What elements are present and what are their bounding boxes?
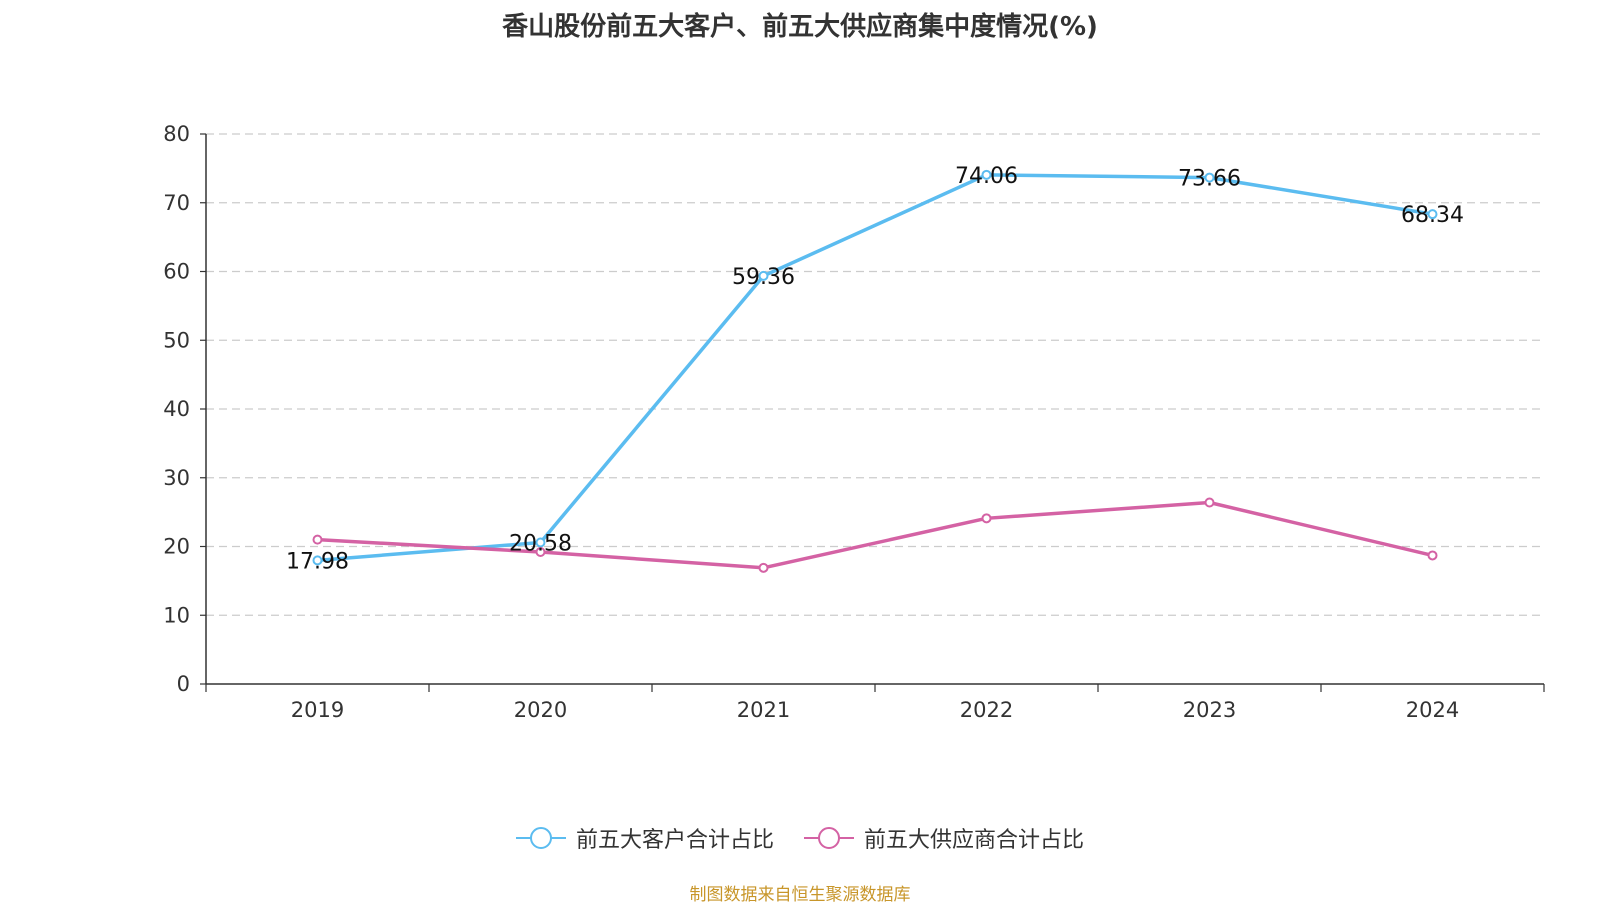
point-1-2019 xyxy=(312,534,323,545)
chart-title: 香山股份前五大客户、前五大供应商集中度情况(%) xyxy=(502,12,1098,42)
y-tick-label-40: 40 xyxy=(163,397,190,421)
axis-layer: 0 10 20 30 40 50 60 70 80 2019 2020 2021 2022 2023 202… xyxy=(163,122,1545,722)
point-0-2024 xyxy=(1427,209,1438,220)
x-tick-label-2019: 2019 xyxy=(291,698,344,722)
x-tick-label-2020: 2020 xyxy=(514,698,567,722)
point-0-2019 xyxy=(312,555,323,566)
data-label-0-2021: 59.36 xyxy=(732,265,795,290)
series-layer xyxy=(312,169,1438,573)
point-1-2021 xyxy=(758,562,769,573)
point-0-2022 xyxy=(981,169,992,180)
x-tick-label-2023: 2023 xyxy=(1183,698,1236,722)
series-line-1 xyxy=(317,500,1433,570)
x-tick-label-2024: 2024 xyxy=(1406,698,1459,722)
legend-marker-suppliers-icon xyxy=(804,827,854,849)
point-0-2020 xyxy=(535,537,546,548)
y-tick-label-60: 60 xyxy=(163,260,190,284)
legend-item-customers[interactable]: 前五大客户合计占比 xyxy=(515,822,774,854)
y-tick-label-10: 10 xyxy=(163,603,190,627)
legend-label-customers: 前五大客户合计占比 xyxy=(575,828,774,853)
y-tick-label-20: 20 xyxy=(163,535,190,559)
y-tick-label-30: 30 xyxy=(163,466,190,490)
point-0-2021 xyxy=(758,270,769,281)
point-0-2023 xyxy=(1204,172,1215,183)
data-label-0-2024: 68.34 xyxy=(1401,203,1464,228)
legend-marker-customers-icon xyxy=(515,827,566,849)
point-1-2020 xyxy=(535,547,546,557)
data-label-0-2019: 17.98 xyxy=(286,549,349,574)
y-tick-label-50: 50 xyxy=(163,328,190,352)
legend-item-suppliers[interactable]: 前五大供应商合计占比 xyxy=(804,822,1084,854)
series-line-0 xyxy=(317,173,1433,563)
y-tick-label-80: 80 xyxy=(163,122,190,146)
x-tick-label-2021: 2021 xyxy=(737,698,790,722)
point-1-2024 xyxy=(1427,550,1438,561)
source-note: 制图数据来自恒生聚源数据库 xyxy=(689,885,911,905)
legend: 前五大客户合计占比 前五大供应商合计占比 xyxy=(0,822,1600,854)
y-tick-label-70: 70 xyxy=(163,191,190,215)
point-1-2022 xyxy=(981,513,992,524)
x-tick-label-2022: 2022 xyxy=(960,698,1013,722)
data-label-0-2022: 74.06 xyxy=(955,164,1018,189)
point-1-2023 xyxy=(1204,497,1215,508)
y-tick-label-0: 0 xyxy=(177,672,190,696)
legend-label-suppliers: 前五大供应商合计占比 xyxy=(864,828,1085,853)
data-label-layer: 17.98 20.58 59.36 74.06 73.66 68.34 xyxy=(286,164,1464,575)
data-label-0-2020: 20.58 xyxy=(509,532,572,557)
data-label-0-2023: 73.66 xyxy=(1178,167,1241,192)
line-chart: 0 10 20 30 40 50 60 70 80 2019 2020 2021 2022 2023 202… xyxy=(163,122,1545,722)
